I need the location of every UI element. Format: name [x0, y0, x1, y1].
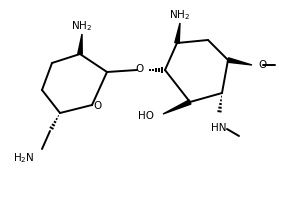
Text: NH$_2$: NH$_2$: [169, 8, 191, 22]
Polygon shape: [227, 58, 252, 65]
Text: HN: HN: [211, 123, 227, 133]
Polygon shape: [78, 34, 82, 54]
Text: O: O: [135, 64, 143, 74]
Text: O: O: [93, 101, 101, 111]
Polygon shape: [175, 23, 180, 43]
Text: NH$_2$: NH$_2$: [72, 19, 93, 33]
Text: H$_2$N: H$_2$N: [13, 151, 35, 165]
Text: O: O: [258, 60, 266, 70]
Polygon shape: [163, 100, 191, 114]
Text: HO: HO: [138, 111, 154, 121]
